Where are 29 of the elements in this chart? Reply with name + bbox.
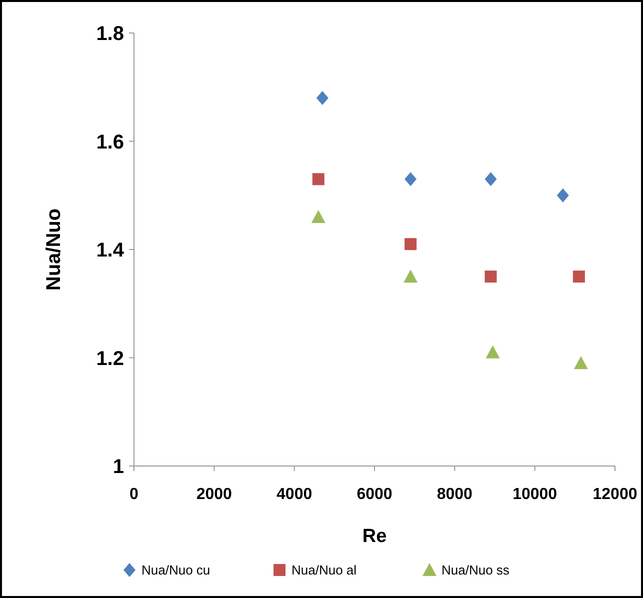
point — [574, 356, 588, 370]
y-tick-label: 1.4 — [96, 240, 125, 262]
point — [316, 90, 328, 105]
point — [484, 270, 497, 283]
x-tick-label: 0 — [130, 486, 139, 503]
y-tick-label: 1.8 — [96, 23, 124, 45]
y-axis-title: Nua/Nuo — [43, 208, 65, 291]
x-tick-label: 6000 — [356, 486, 392, 503]
x-tick-label: 10000 — [512, 486, 558, 503]
x-tick-label: 2000 — [196, 486, 232, 503]
point — [404, 172, 417, 186]
y-tick-label: 1 — [112, 456, 124, 478]
x-tick-label: 12000 — [592, 486, 638, 503]
point — [312, 173, 324, 186]
y-tick-label: 1.2 — [96, 348, 124, 370]
point — [486, 345, 500, 358]
point — [311, 210, 326, 224]
x-axis-title: Re — [362, 526, 387, 547]
legend-label: Nua/Nuo al — [292, 562, 357, 578]
legend-label: Nua/Nuo ss — [442, 562, 510, 578]
legend-label: Nua/Nuo cu — [142, 562, 210, 578]
x-tick-label: 4000 — [276, 486, 312, 503]
point — [404, 238, 417, 250]
point — [484, 172, 497, 186]
point — [572, 270, 585, 283]
point — [404, 270, 418, 283]
y-tick-label: 1.6 — [96, 131, 124, 154]
x-tick-label: 8000 — [436, 486, 473, 503]
point — [556, 188, 569, 202]
